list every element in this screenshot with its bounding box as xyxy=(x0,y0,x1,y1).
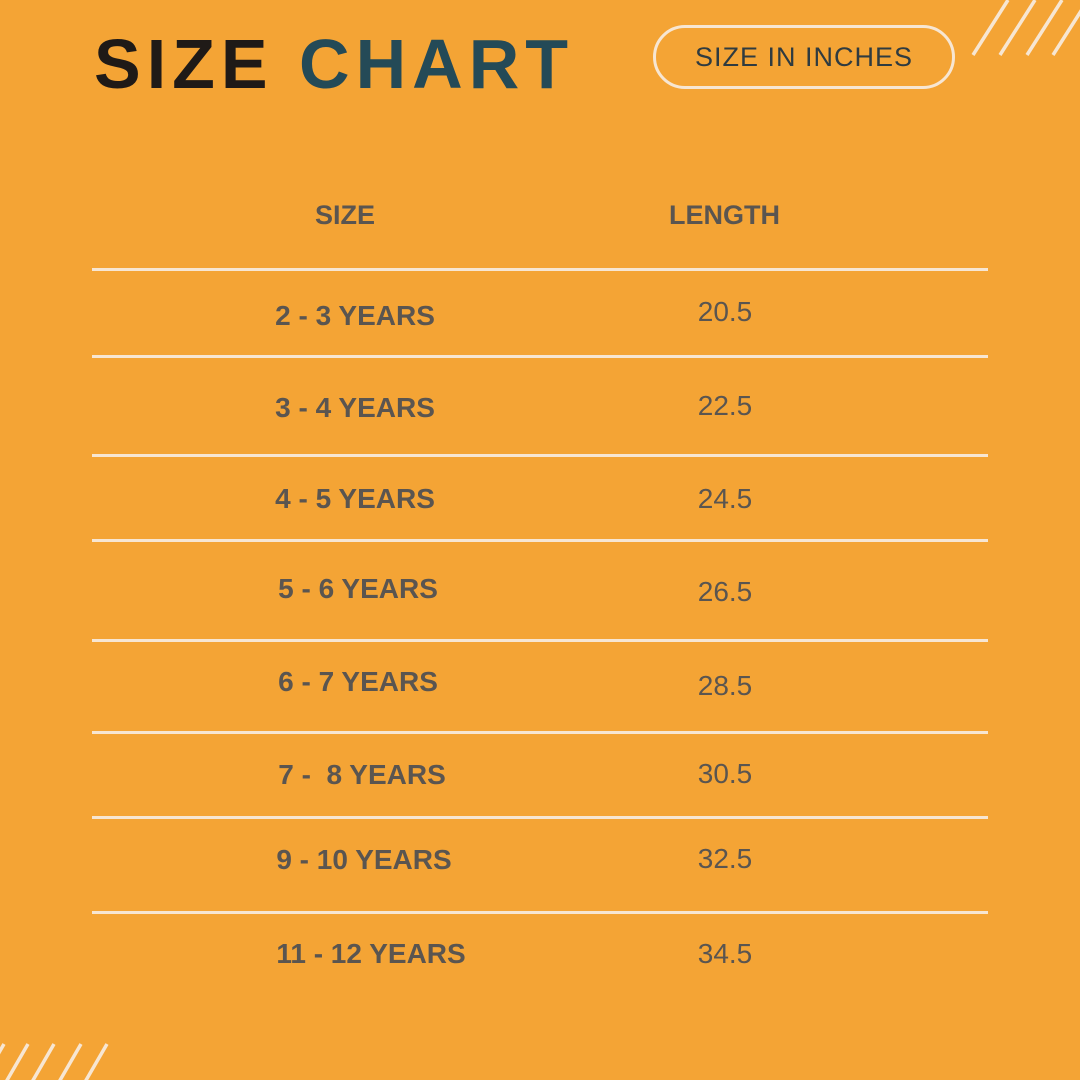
length-cell: 20.5 xyxy=(697,296,753,327)
size-cell: 5 - 6 YEARS xyxy=(278,573,438,604)
size-cell: 3 - 4 YEARS xyxy=(275,392,435,423)
stripe xyxy=(1025,0,1064,56)
length-cell: 34.5 xyxy=(697,938,753,969)
stripe xyxy=(5,1043,30,1080)
stripe xyxy=(1051,9,1080,56)
divider xyxy=(92,731,988,734)
page-title: SIZE CHART xyxy=(94,26,574,102)
size-cell: 4 - 5 YEARS xyxy=(275,483,435,514)
length-cell: 24.5 xyxy=(697,483,753,514)
length-cell: 28.5 xyxy=(697,670,753,701)
stripe xyxy=(0,1043,6,1055)
size-cell: 7 - 8 YEARS xyxy=(278,759,446,790)
divider xyxy=(92,454,988,457)
divider xyxy=(92,355,988,358)
length-cell: 26.5 xyxy=(697,576,753,607)
divider xyxy=(92,911,988,914)
stripe xyxy=(998,0,1037,56)
title-word-chart: CHART xyxy=(299,25,575,103)
size-cell: 6 - 7 YEARS xyxy=(278,666,438,697)
divider xyxy=(92,816,988,819)
size-cell: 9 - 10 YEARS xyxy=(276,844,452,875)
column-header-size: SIZE xyxy=(315,200,376,230)
unit-badge: SIZE IN INCHES xyxy=(653,25,955,89)
divider xyxy=(92,639,988,642)
length-cell: 22.5 xyxy=(697,390,753,421)
column-header-length: LENGTH xyxy=(669,200,780,230)
stripe xyxy=(84,1043,109,1080)
length-cell: 32.5 xyxy=(697,843,753,874)
title-word-size: SIZE xyxy=(94,25,274,103)
size-cell: 2 - 3 YEARS xyxy=(275,300,435,331)
divider xyxy=(92,539,988,542)
size-cell: 11 - 12 YEARS xyxy=(276,938,466,969)
stripe xyxy=(31,1043,56,1080)
length-cell: 30.5 xyxy=(697,758,753,789)
stripe xyxy=(971,0,1010,56)
stripe xyxy=(58,1043,83,1080)
divider xyxy=(92,268,988,271)
